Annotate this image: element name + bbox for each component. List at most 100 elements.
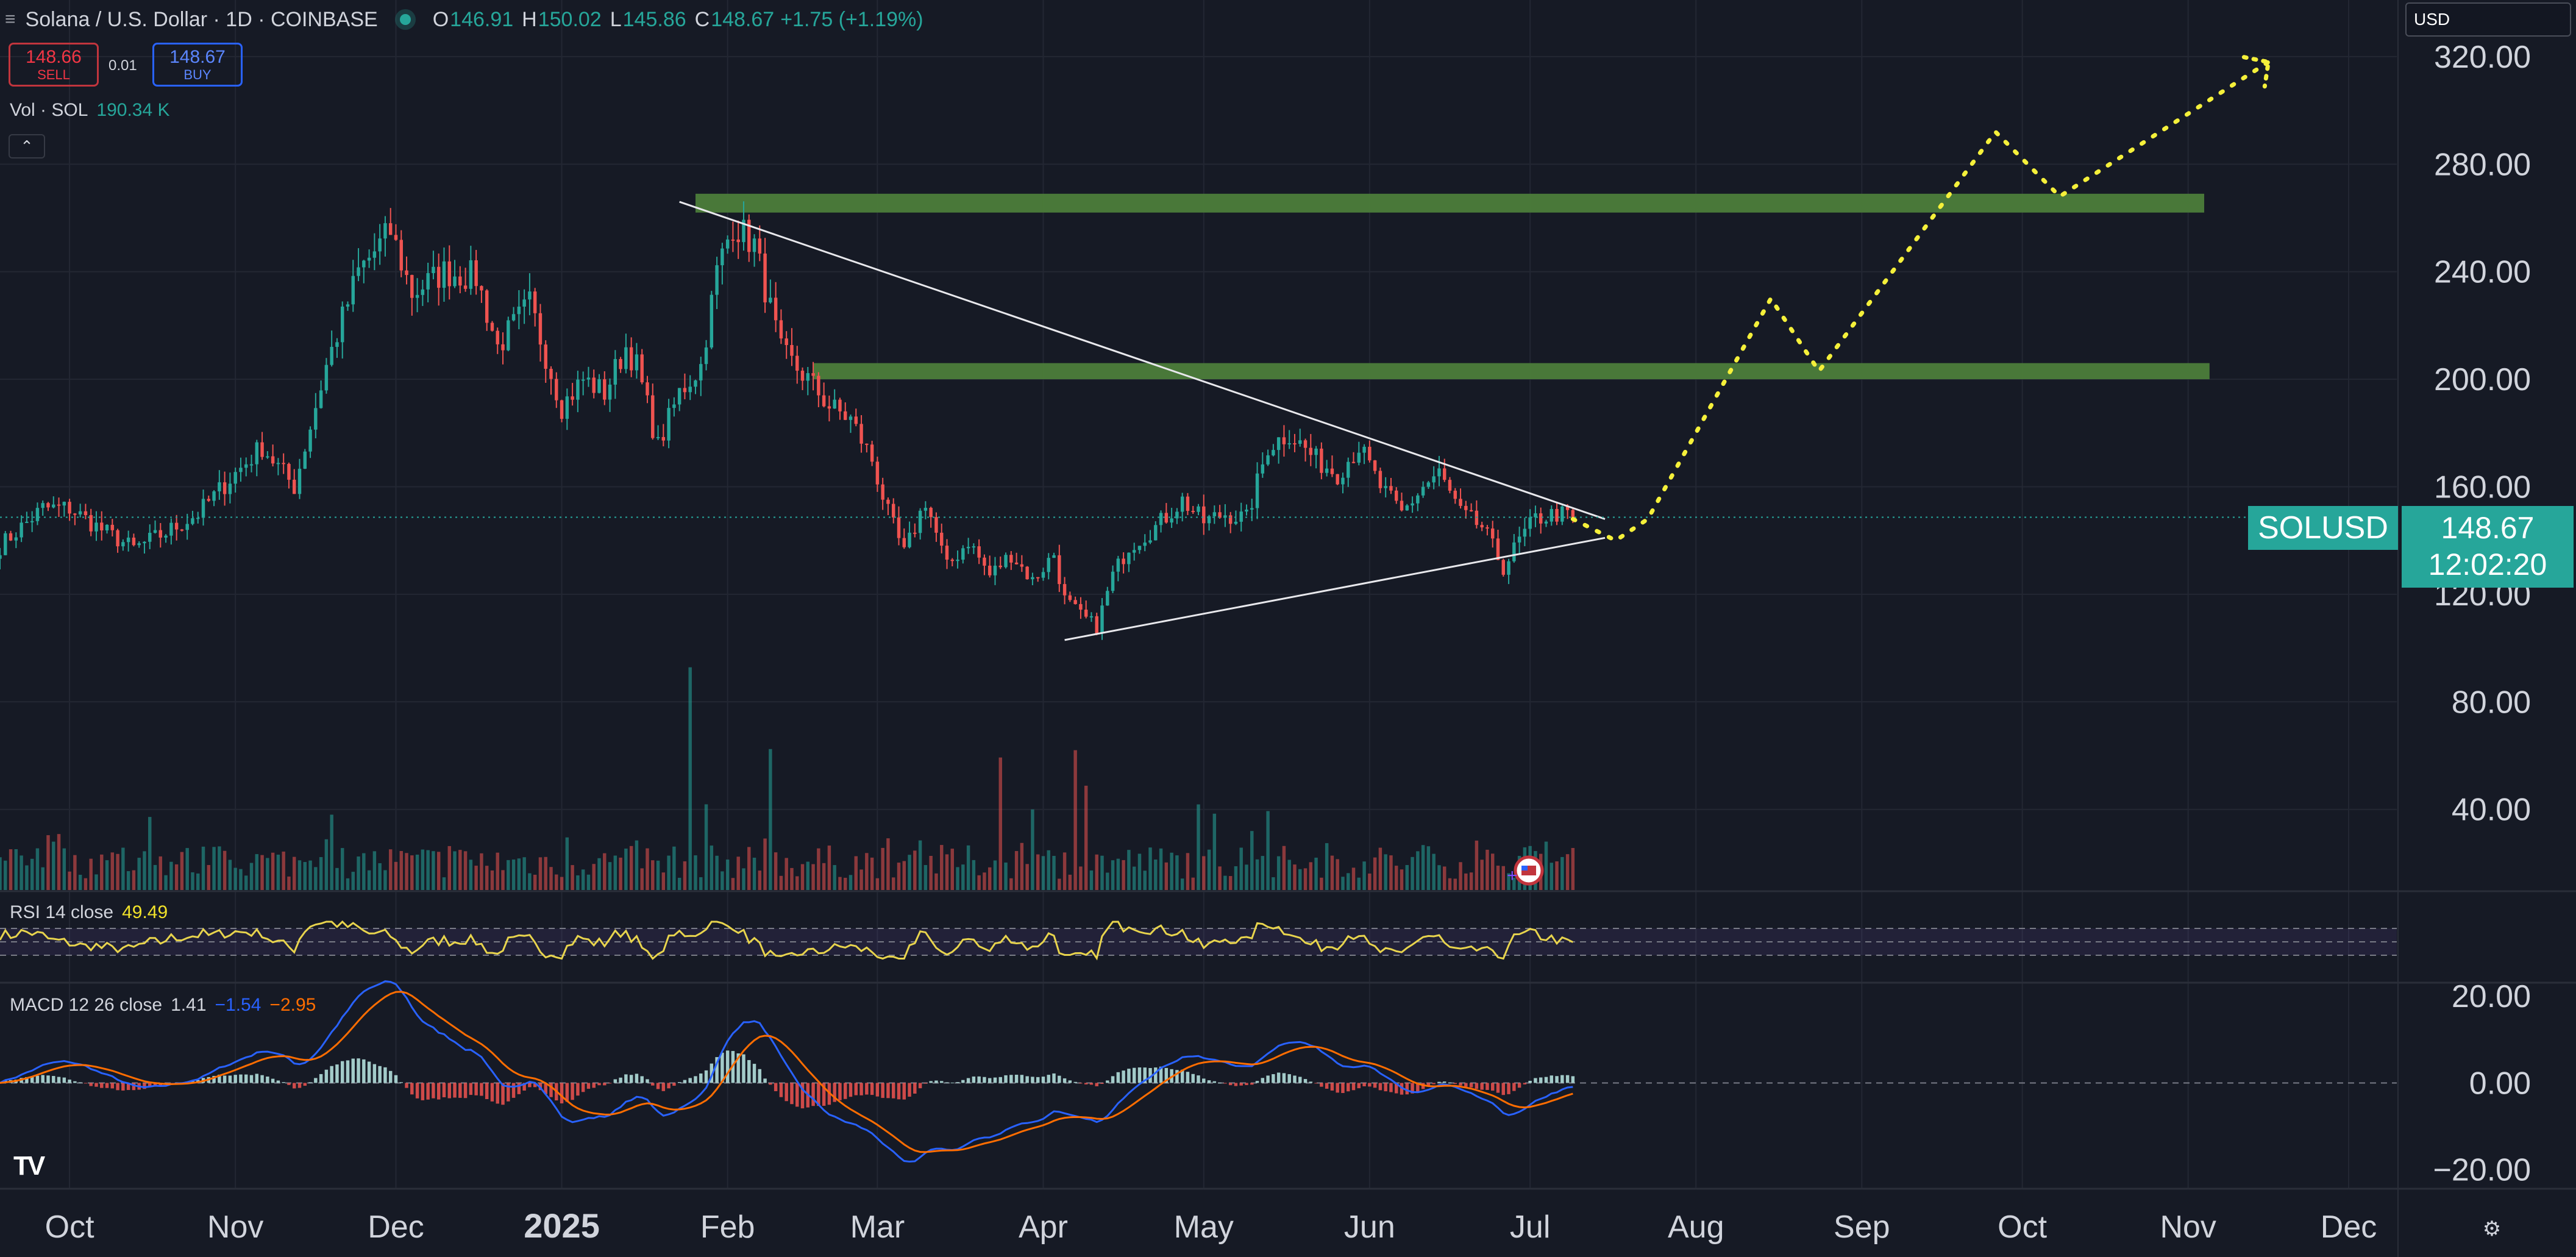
macd-histogram-bar: [961, 1080, 965, 1083]
volume-bar: [1405, 865, 1409, 890]
macd-histogram-bar: [415, 1083, 419, 1099]
volume-bar: [1170, 852, 1173, 890]
candle-body: [1293, 443, 1297, 445]
trendlines[interactable]: [679, 201, 1606, 641]
macd-histogram-bar: [1084, 1083, 1088, 1084]
candle-body: [68, 502, 71, 514]
settings-icon[interactable]: ⚙: [2482, 1217, 2502, 1241]
macd-histogram-bar: [886, 1083, 890, 1099]
candle-body: [736, 239, 740, 243]
candle-body: [239, 468, 243, 472]
volume-bar: [1159, 848, 1163, 890]
macd-histogram-bar: [586, 1083, 591, 1089]
macd-histogram-bar: [1116, 1072, 1120, 1083]
candle-body: [1325, 468, 1329, 473]
projection-path[interactable]: [1570, 55, 2271, 543]
volume-bar: [1020, 842, 1024, 890]
macd-histogram-bar: [367, 1061, 371, 1083]
candle-body: [100, 522, 104, 531]
hamburger-icon[interactable]: ≡: [5, 9, 16, 29]
volume-bar: [35, 848, 40, 890]
currency-select[interactable]: USD: [2405, 2, 2571, 37]
volume-bar: [1234, 866, 1238, 890]
buy-button[interactable]: 148.67 BUY: [152, 43, 243, 87]
resistance-zones[interactable]: [695, 193, 2210, 380]
candle-body: [699, 364, 703, 381]
candle-body: [1175, 511, 1179, 519]
volume-bar: [528, 873, 532, 890]
symbol-title[interactable]: Solana / U.S. Dollar · 1D · COINBASE: [25, 7, 378, 31]
rsi-legend[interactable]: RSI 14 close 49.49: [10, 902, 168, 923]
candle-body: [35, 508, 40, 521]
volume-legend[interactable]: Vol · SOL 190.34 K: [10, 100, 170, 121]
candle-body: [875, 461, 880, 485]
volume-bar: [1122, 860, 1125, 890]
chevron-up-icon[interactable]: ⌃: [9, 134, 45, 158]
candle-body: [1234, 521, 1238, 524]
candle-body: [110, 524, 115, 530]
volume-bar: [276, 855, 280, 890]
tradingview-logo[interactable]: TV: [13, 1151, 45, 1181]
candle-body: [1512, 542, 1516, 561]
volume-bar: [436, 852, 441, 890]
macd-histogram-bar: [1191, 1074, 1195, 1083]
volume-bar: [859, 869, 863, 890]
macd-histogram-bar: [485, 1083, 489, 1099]
macd-histogram-bar: [774, 1083, 778, 1091]
candle-body: [1250, 508, 1254, 510]
volume-bar: [1004, 862, 1008, 890]
candle-body: [892, 504, 895, 518]
candle-body: [308, 429, 312, 452]
candle-body: [902, 538, 906, 547]
candle-body: [1480, 525, 1484, 528]
volume-bar: [1148, 847, 1152, 890]
sell-button[interactable]: 148.66 SELL: [9, 43, 99, 87]
volume-bar: [378, 863, 382, 890]
volume-bar: [1309, 862, 1313, 890]
add-alert-icon[interactable]: +: [1507, 866, 1518, 886]
macd-histogram-bar: [260, 1075, 264, 1083]
candlesticks: [0, 201, 1575, 640]
volume-bar: [1047, 850, 1050, 890]
time-tick-label: Jul: [1510, 1209, 1550, 1245]
candle-body: [426, 273, 430, 290]
volume-bar: [233, 867, 237, 890]
volume-bar: [41, 867, 44, 890]
candle-body: [688, 386, 692, 393]
macd-histogram-bar: [983, 1077, 986, 1083]
candle-body: [1154, 525, 1158, 541]
volume-bar: [319, 856, 323, 890]
macd-histogram-bar: [432, 1083, 435, 1099]
macd-histogram-bar: [30, 1077, 34, 1083]
macd-histogram-bar: [340, 1061, 344, 1083]
event-flag-icon[interactable]: [1514, 855, 1544, 886]
volume-bar: [1009, 878, 1013, 890]
candle-body: [677, 388, 681, 405]
macd-histogram-bar: [892, 1083, 895, 1099]
resistance-zone: [813, 363, 2210, 380]
candle-body: [1004, 555, 1008, 568]
candle-body: [849, 416, 853, 420]
candle-body: [1351, 461, 1356, 463]
volume-bar: [110, 852, 115, 890]
macd-histogram-bar: [661, 1083, 666, 1091]
volume-bar: [490, 870, 494, 890]
time-tick-label: Dec: [368, 1209, 424, 1245]
volume-bar: [1443, 866, 1446, 890]
candle-body: [164, 535, 168, 538]
volume-bar: [1571, 848, 1575, 890]
volume-bar: [800, 864, 805, 890]
volume-bar: [271, 852, 275, 890]
macd-histogram-bar: [1047, 1075, 1050, 1083]
volume-bar: [501, 870, 505, 890]
macd-histogram-bar: [271, 1078, 275, 1083]
macd-histogram-bar: [1041, 1077, 1045, 1083]
macd-histogram-bar: [372, 1064, 377, 1083]
volume-bar: [1031, 809, 1034, 890]
volume-bars: [0, 667, 1575, 890]
macd-legend[interactable]: MACD 12 26 close 1.41 −1.54 −2.95: [10, 995, 316, 1016]
volume-bar: [811, 864, 815, 890]
macd-histogram-bar: [651, 1083, 655, 1086]
macd-histogram-bar: [1378, 1083, 1382, 1091]
